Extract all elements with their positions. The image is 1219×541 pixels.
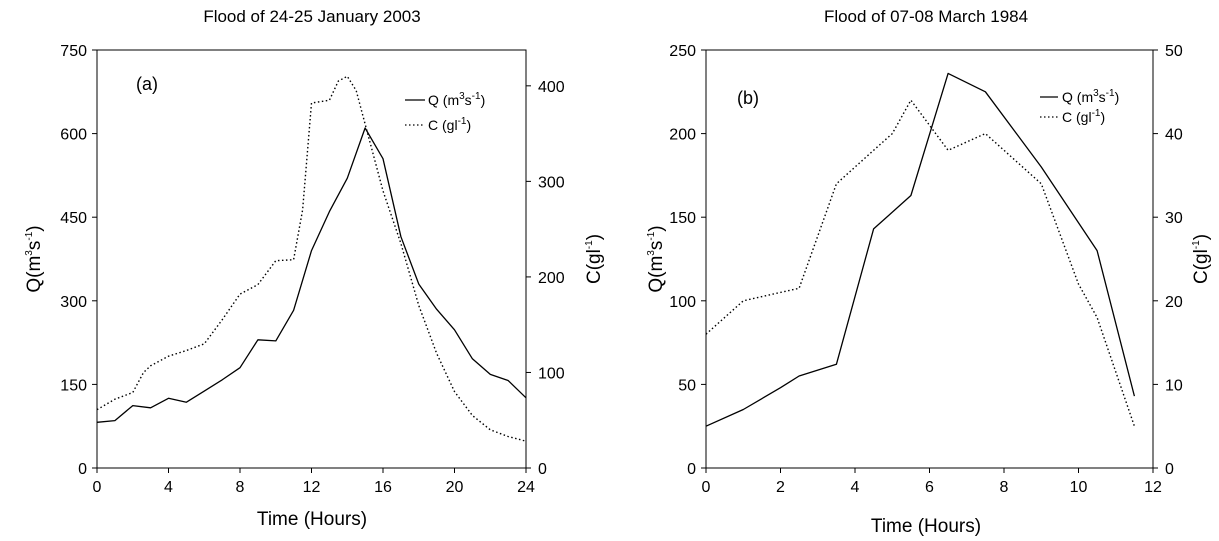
y-left-tick-label: 300 xyxy=(60,294,87,311)
x-tick-label: 4 xyxy=(851,479,860,496)
y-axis-right-label: C(gl-1) xyxy=(1191,234,1212,284)
y-axis-right: 0 10 20 30 40 50 xyxy=(1153,43,1183,478)
series-layer xyxy=(96,75,527,442)
legend: Q (m3s-1) C (gl-1) xyxy=(405,91,485,133)
x-tick-label: 8 xyxy=(1000,479,1009,496)
x-axis-label: Time (Hours) xyxy=(257,509,367,530)
chart-panel-b: Flood of 07-08 March 1984 (b) 0 2 4 6 8 10 12 … xyxy=(646,7,1212,537)
y-right-tick-label: 50 xyxy=(1165,43,1183,60)
x-tick-label: 8 xyxy=(236,479,245,496)
y-right-tick-label: 200 xyxy=(538,270,565,287)
y-axis-left: 0 50 100 150 200 250 xyxy=(669,43,706,478)
x-tick-label: 4 xyxy=(164,479,173,496)
y-axis-right: 0 100 200 300 400 xyxy=(526,79,565,478)
y-axis-left-label: Q(m3s-1) xyxy=(646,225,667,292)
series-q-line xyxy=(96,127,527,423)
chart-title: Flood of 07-08 March 1984 xyxy=(824,7,1028,26)
series-layer xyxy=(705,72,1136,427)
x-tick-label: 0 xyxy=(702,479,711,496)
y-right-tick-label: 100 xyxy=(538,365,565,382)
x-tick-label: 12 xyxy=(1144,479,1162,496)
x-axis: 0 2 4 6 8 10 12 xyxy=(702,468,1162,496)
series-c-line xyxy=(705,99,1136,427)
x-axis: 0 4 8 12 16 20 24 xyxy=(93,468,535,496)
x-axis-label: Time (Hours) xyxy=(871,516,981,537)
legend: Q (m3s-1) C (gl-1) xyxy=(1040,88,1119,125)
y-left-tick-label: 450 xyxy=(60,210,87,227)
plot-area-frame xyxy=(96,49,527,469)
y-right-tick-label: 40 xyxy=(1165,127,1183,144)
legend-q-label: Q (m3s-1) xyxy=(1062,88,1119,105)
y-right-tick-label: 10 xyxy=(1165,377,1183,394)
series-q-line xyxy=(705,72,1136,427)
x-tick-label: 0 xyxy=(93,479,102,496)
series-c-line xyxy=(96,75,527,442)
y-axis-right-label: C(gl-1) xyxy=(584,234,605,284)
y-right-tick-label: 300 xyxy=(538,174,565,191)
y-right-tick-label: 20 xyxy=(1165,294,1183,311)
panel-label: (b) xyxy=(737,88,759,108)
y-axis-left: 0 150 300 450 600 750 xyxy=(60,43,97,478)
chart-title: Flood of 24-25 January 2003 xyxy=(203,7,420,26)
y-left-tick-label: 750 xyxy=(60,43,87,60)
y-left-tick-label: 250 xyxy=(669,43,696,60)
y-left-tick-label: 150 xyxy=(669,210,696,227)
y-left-tick-label: 200 xyxy=(669,127,696,144)
x-tick-label: 6 xyxy=(925,479,934,496)
y-right-tick-label: 30 xyxy=(1165,210,1183,227)
x-tick-label: 16 xyxy=(374,479,392,496)
panel-label: (a) xyxy=(136,74,158,94)
y-left-tick-label: 100 xyxy=(669,294,696,311)
x-tick-label: 24 xyxy=(517,479,535,496)
x-tick-label: 20 xyxy=(446,479,464,496)
y-axis-left-label: Q(m3s-1) xyxy=(24,225,45,292)
legend-c-label: C (gl-1) xyxy=(428,116,471,133)
legend-q-label: Q (m3s-1) xyxy=(428,91,485,108)
x-tick-label: 12 xyxy=(303,479,321,496)
y-left-tick-label: 50 xyxy=(678,377,696,394)
y-left-tick-label: 0 xyxy=(687,461,696,478)
y-left-tick-label: 600 xyxy=(60,127,87,144)
chart-panel-a: Flood of 24-25 January 2003 (a) 0 4 8 12 16 2… xyxy=(24,7,605,530)
y-right-tick-label: 0 xyxy=(1165,461,1174,478)
x-tick-label: 10 xyxy=(1070,479,1088,496)
y-left-tick-label: 150 xyxy=(60,377,87,394)
legend-c-label: C (gl-1) xyxy=(1062,108,1105,125)
y-right-tick-label: 0 xyxy=(538,461,547,478)
x-tick-label: 2 xyxy=(776,479,785,496)
y-left-tick-label: 0 xyxy=(78,461,87,478)
y-right-tick-label: 400 xyxy=(538,79,565,96)
